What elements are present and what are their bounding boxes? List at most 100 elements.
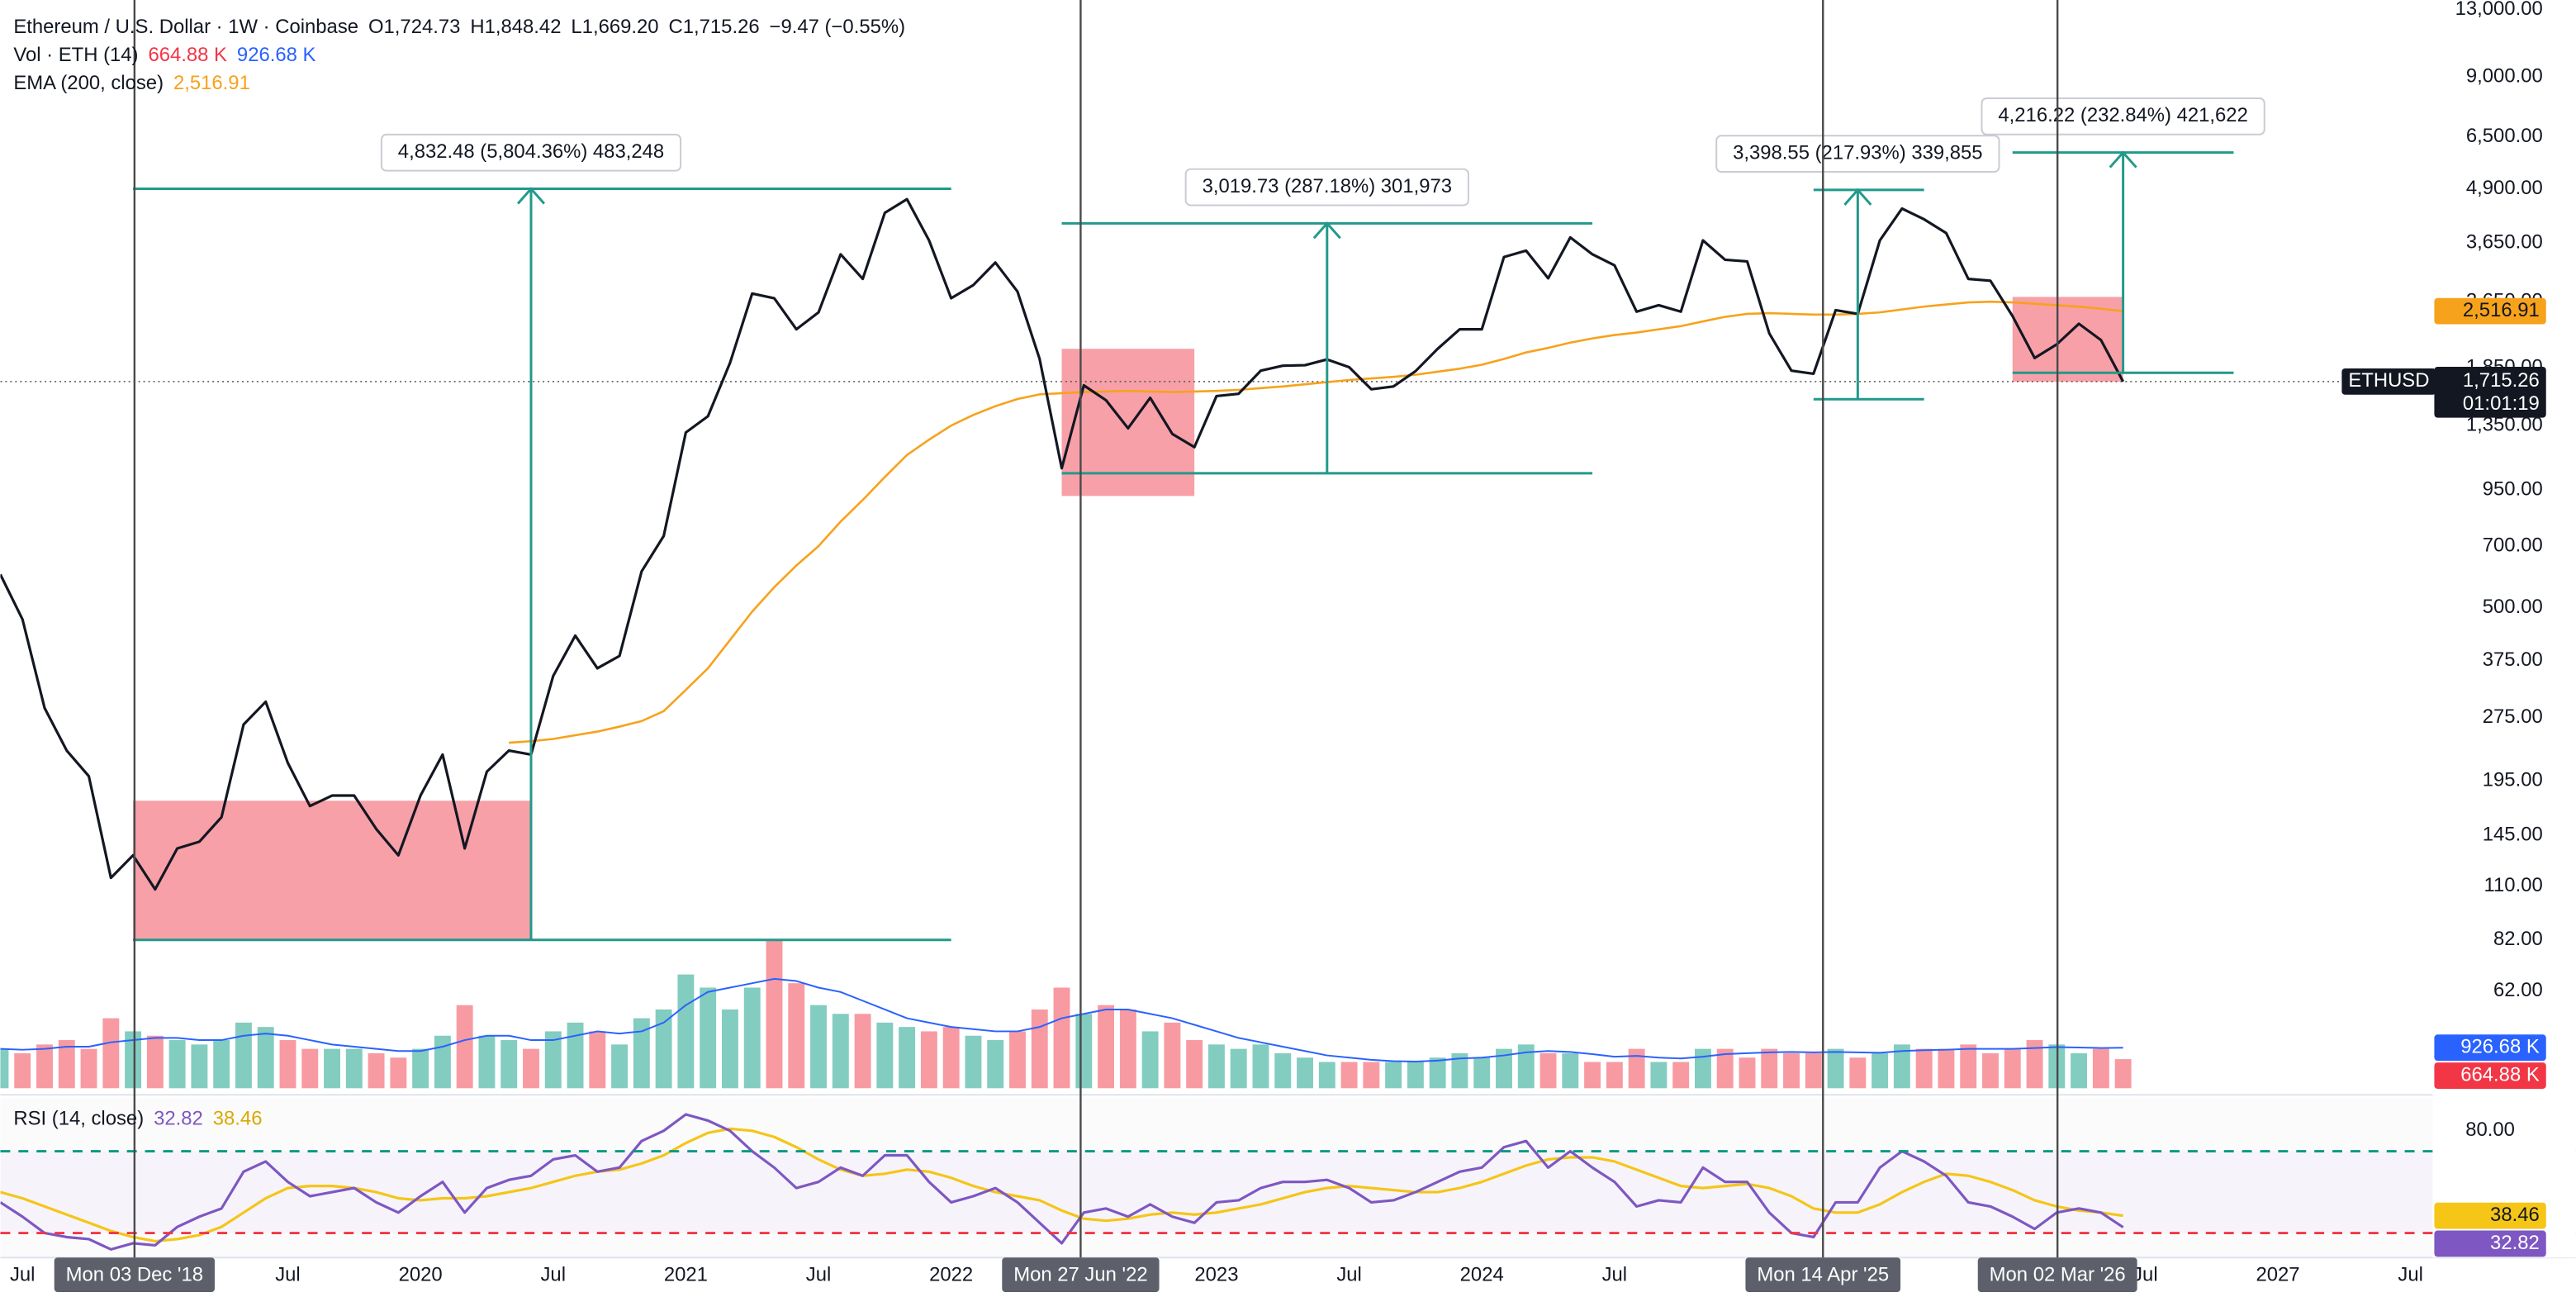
price-line xyxy=(0,197,2125,891)
volume-bar xyxy=(743,987,761,1089)
marker-date: Mon 27 Jun '22 xyxy=(1013,1263,1147,1285)
volume-bar xyxy=(766,939,783,1089)
volume-bar xyxy=(1186,1040,1203,1089)
volume-bar xyxy=(788,983,805,1089)
volume-bar xyxy=(1098,1005,1115,1089)
volume-bar xyxy=(1982,1052,1999,1089)
x-tick-label: Jul xyxy=(1602,1263,1627,1285)
x-tick-label: 2027 xyxy=(2256,1263,2299,1285)
volume-bar xyxy=(1562,1052,1579,1089)
volume-bar xyxy=(191,1044,208,1089)
volume-bar xyxy=(478,1035,496,1089)
volume-bar xyxy=(1872,1052,1889,1089)
measure-label: 4,832.48 (5,804.36%) 483,248 xyxy=(398,140,664,163)
volume-bar xyxy=(1650,1062,1668,1089)
volume-bar xyxy=(1031,1009,1048,1089)
last-price: 1,715.26 xyxy=(2463,369,2540,392)
volume-bar xyxy=(324,1048,340,1089)
volume-bar xyxy=(213,1040,230,1089)
volume-bar xyxy=(368,1052,385,1089)
volume-bar xyxy=(434,1035,451,1089)
volume-bar xyxy=(146,1035,164,1089)
y-tick-label: 110.00 xyxy=(2484,874,2543,896)
rsi-tick-label: 80.00 xyxy=(2465,1119,2515,1141)
volume-bar xyxy=(1517,1044,1535,1089)
volume-bar xyxy=(611,1044,629,1089)
rsi-ma-value: 38.46 xyxy=(213,1107,263,1129)
marker-date: Mon 03 Dec '18 xyxy=(66,1263,203,1285)
rsi-ma-badge-box xyxy=(2434,1202,2546,1229)
volume-ma-value: 926.68 K xyxy=(237,44,316,66)
volume-bar xyxy=(168,1040,186,1089)
measure-label-box xyxy=(1715,135,2000,173)
volume-bar xyxy=(235,1022,252,1089)
volume-bar xyxy=(1539,1052,1557,1089)
measure-arrow xyxy=(516,187,546,940)
measure-label-box xyxy=(1184,168,1469,207)
measure-arrow xyxy=(1843,188,1872,400)
volume-bar xyxy=(854,1014,871,1089)
measure-arrow xyxy=(1312,221,1341,473)
volume-bar xyxy=(36,1044,53,1089)
y-tick-label: 275.00 xyxy=(2483,706,2543,728)
x-tick-label: Jul xyxy=(275,1263,301,1285)
measure-label-box xyxy=(1981,97,2265,135)
ema-legend: EMA (200, close) xyxy=(13,72,164,94)
volume-badge-box xyxy=(2434,1062,2546,1089)
volume-bar xyxy=(1606,1062,1623,1089)
volume-bar xyxy=(58,1040,75,1089)
marker-date-box xyxy=(54,1257,215,1293)
ohlc-low: L1,669.20 xyxy=(571,16,658,38)
volume-bar xyxy=(1274,1052,1292,1089)
volume-bar xyxy=(721,1009,738,1089)
zone-box xyxy=(1061,349,1195,496)
volume-bar xyxy=(1009,1031,1026,1089)
volume-bar xyxy=(1053,987,1070,1089)
volume-bar xyxy=(1451,1052,1468,1089)
volume-bar xyxy=(2026,1040,2043,1089)
symbol-tag: ETHUSD xyxy=(2348,369,2429,392)
measure-arrow xyxy=(2109,150,2137,373)
volume-bar xyxy=(500,1040,518,1089)
x-tick-label: Jul xyxy=(2398,1263,2423,1285)
y-tick-label: 375.00 xyxy=(2483,648,2543,671)
volume-bar xyxy=(899,1027,916,1089)
volume-bar xyxy=(279,1040,297,1089)
volume-bar xyxy=(390,1057,407,1089)
volume-bar xyxy=(80,1048,97,1089)
volume-value: 664.88 K xyxy=(148,44,227,66)
y-tick-label: 3,650.00 xyxy=(2466,230,2543,253)
ohlc-close: C1,715.26 xyxy=(669,16,760,38)
volume-bar xyxy=(1915,1048,1933,1089)
volume-bar xyxy=(1207,1044,1225,1089)
plot-area xyxy=(0,150,2433,1251)
volume-badge: 664.88 K xyxy=(2460,1063,2540,1086)
ema-value: 2,516.91 xyxy=(173,72,250,94)
ema-badge-box xyxy=(2434,297,2546,325)
volume-bar xyxy=(1849,1057,1867,1089)
y-tick-label: 6,500.00 xyxy=(2466,125,2543,147)
volume-bar xyxy=(345,1048,363,1089)
volume-bar xyxy=(1429,1057,1446,1089)
volume-bar xyxy=(1496,1048,1512,1089)
countdown: 01:01:19 xyxy=(2463,392,2540,415)
volume-bar xyxy=(1385,1062,1402,1089)
y-tick-label: 500.00 xyxy=(2483,596,2543,618)
marker-date-box xyxy=(1002,1257,1160,1293)
y-tick-label: 195.00 xyxy=(2483,769,2543,791)
x-tick-label: Jul xyxy=(1336,1263,1362,1285)
y-tick-label: 4,900.00 xyxy=(2466,177,2543,199)
volume-bar xyxy=(125,1031,142,1089)
y-tick-label: 700.00 xyxy=(2483,534,2543,556)
volume-bar xyxy=(920,1031,937,1089)
ohlc-open: O1,724.73 xyxy=(368,16,460,38)
x-tick-label: Jul xyxy=(541,1263,567,1285)
volume-bar xyxy=(1119,1009,1136,1089)
rsi-pane xyxy=(0,1098,2433,1258)
ohlc-high: H1,848.42 xyxy=(470,16,561,38)
volume-bar xyxy=(2092,1048,2109,1089)
volume-bar xyxy=(633,1018,650,1089)
volume-bar xyxy=(412,1048,429,1089)
volume-bar xyxy=(700,987,717,1089)
volume-bar xyxy=(1783,1052,1800,1089)
